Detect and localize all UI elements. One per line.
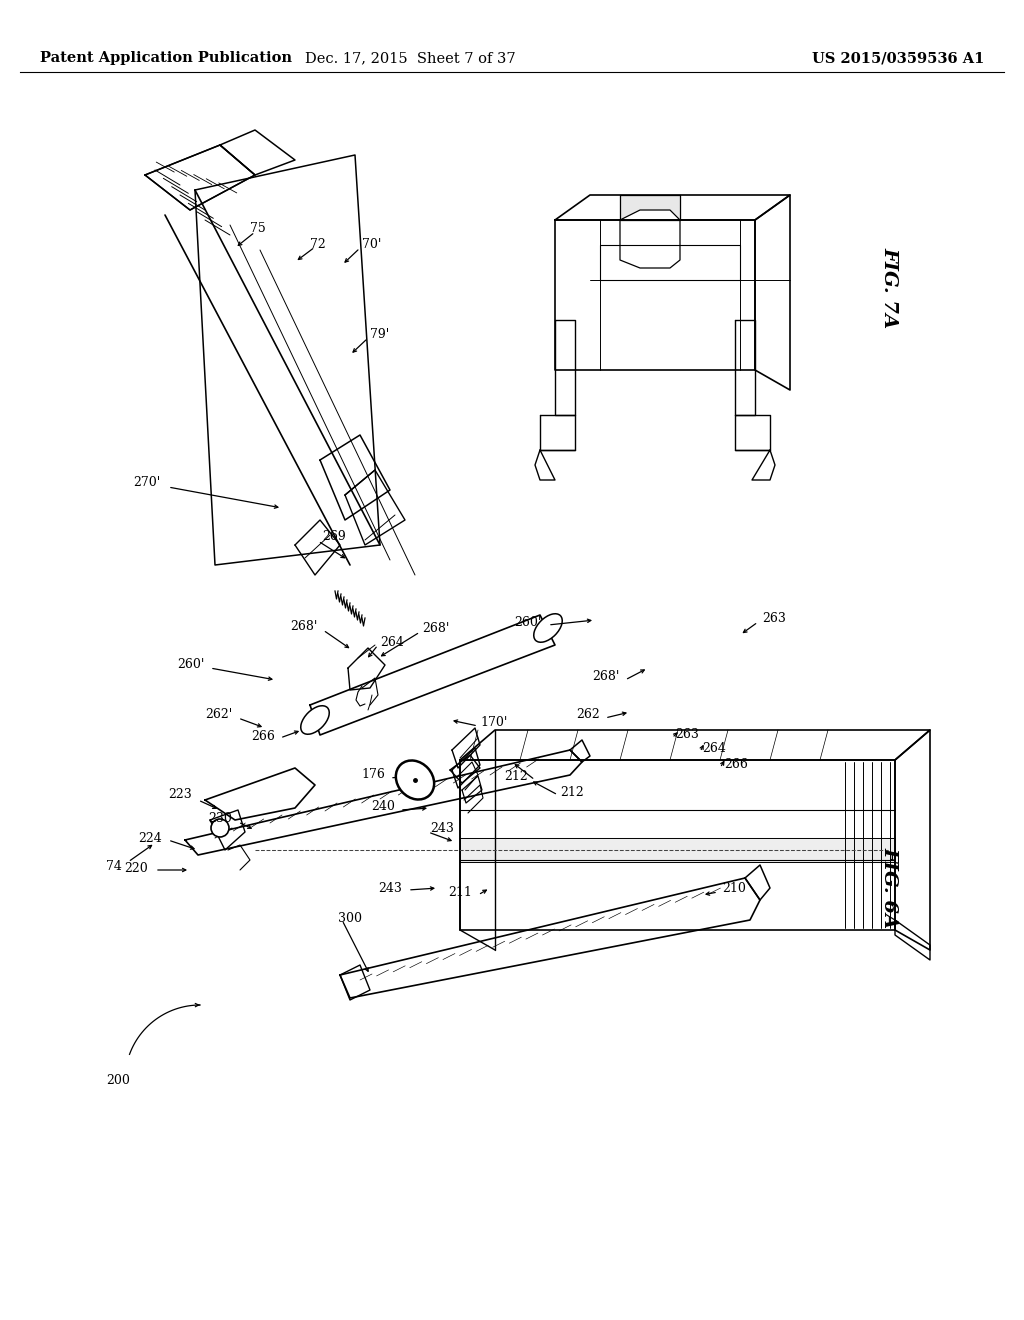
Text: 264: 264	[702, 742, 726, 755]
Text: 224: 224	[138, 832, 162, 845]
Text: 176: 176	[361, 768, 385, 781]
Text: 240: 240	[371, 800, 395, 813]
Text: 170': 170'	[480, 715, 507, 729]
Text: 300: 300	[338, 912, 362, 924]
Polygon shape	[555, 220, 755, 370]
Text: 266: 266	[724, 759, 748, 771]
Polygon shape	[295, 520, 340, 576]
Text: 72: 72	[310, 238, 326, 251]
Text: 270': 270'	[133, 477, 160, 490]
Ellipse shape	[396, 760, 434, 800]
Ellipse shape	[301, 706, 330, 734]
Ellipse shape	[534, 614, 562, 643]
Text: 268': 268'	[422, 622, 450, 635]
Text: 200: 200	[106, 1073, 130, 1086]
Polygon shape	[452, 748, 480, 788]
Polygon shape	[895, 730, 930, 950]
Polygon shape	[310, 615, 555, 735]
Text: 75: 75	[250, 222, 266, 235]
Text: 230: 230	[208, 812, 232, 825]
Text: 262: 262	[577, 709, 600, 722]
Text: 266: 266	[251, 730, 275, 742]
Text: 260': 260'	[515, 615, 542, 628]
Text: 269: 269	[322, 531, 346, 544]
Polygon shape	[460, 838, 895, 862]
Text: 70': 70'	[362, 239, 381, 252]
Text: 210: 210	[722, 882, 745, 895]
Polygon shape	[620, 210, 680, 268]
Text: 212: 212	[560, 785, 584, 799]
Polygon shape	[555, 195, 790, 220]
Polygon shape	[220, 129, 295, 176]
Polygon shape	[205, 768, 315, 820]
Text: 243: 243	[378, 882, 402, 895]
Text: 268': 268'	[291, 620, 318, 634]
Text: FIG. 6A: FIG. 6A	[880, 847, 898, 928]
Polygon shape	[555, 319, 575, 414]
Ellipse shape	[211, 818, 229, 837]
Polygon shape	[185, 750, 582, 855]
Polygon shape	[460, 760, 895, 931]
Polygon shape	[210, 810, 245, 850]
Text: FIG. 7A: FIG. 7A	[880, 247, 898, 329]
Text: US 2015/0359536 A1: US 2015/0359536 A1	[812, 51, 984, 65]
Text: 264: 264	[380, 635, 403, 648]
Text: 211: 211	[449, 886, 472, 899]
Text: 74: 74	[106, 859, 122, 873]
Text: 212: 212	[504, 771, 528, 784]
Polygon shape	[620, 195, 680, 220]
Text: 268': 268'	[593, 671, 620, 684]
Polygon shape	[195, 154, 380, 565]
Text: 263: 263	[762, 612, 785, 626]
Polygon shape	[735, 414, 770, 450]
Polygon shape	[452, 729, 480, 768]
Text: 243: 243	[430, 821, 454, 834]
Polygon shape	[345, 470, 406, 545]
Text: 223: 223	[168, 788, 193, 801]
Polygon shape	[145, 145, 255, 210]
Text: 260': 260'	[177, 657, 205, 671]
Polygon shape	[735, 319, 755, 414]
Polygon shape	[348, 648, 385, 690]
Polygon shape	[462, 776, 482, 803]
Polygon shape	[319, 436, 390, 520]
Text: 263: 263	[675, 729, 698, 742]
Polygon shape	[340, 965, 370, 1001]
Polygon shape	[460, 730, 930, 760]
Text: Patent Application Publication: Patent Application Publication	[40, 51, 292, 65]
Polygon shape	[895, 920, 930, 960]
Polygon shape	[540, 414, 575, 450]
Polygon shape	[450, 755, 480, 783]
Text: 79': 79'	[370, 329, 389, 342]
Polygon shape	[145, 145, 255, 210]
Text: 262': 262'	[205, 709, 232, 722]
Polygon shape	[340, 878, 760, 998]
Polygon shape	[755, 195, 790, 389]
Text: 220: 220	[124, 862, 148, 874]
Text: Dec. 17, 2015  Sheet 7 of 37: Dec. 17, 2015 Sheet 7 of 37	[305, 51, 515, 65]
